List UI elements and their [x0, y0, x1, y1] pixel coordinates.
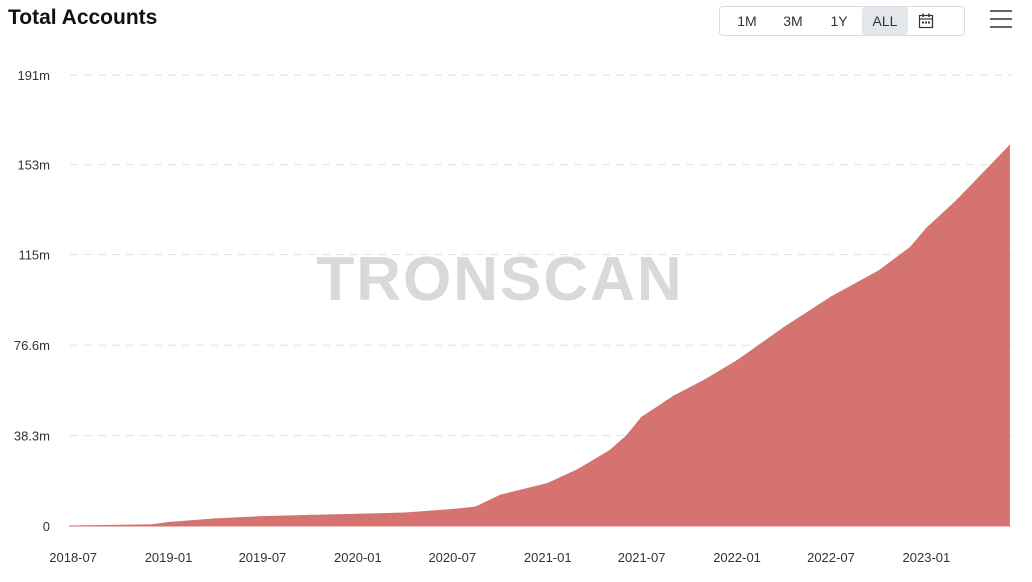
y-tick-label: 153m [17, 158, 50, 173]
y-tick-label: 76.6m [14, 338, 50, 353]
x-tick-label: 2020-07 [428, 550, 476, 565]
data-point [474, 506, 477, 508]
data-point [609, 449, 611, 452]
x-tick-label: 2019-07 [239, 550, 287, 565]
y-tick-label: 38.3m [14, 429, 50, 444]
page-title: Total Accounts [8, 6, 158, 29]
data-point [736, 359, 738, 362]
y-tick-label: 0 [43, 519, 50, 534]
hamburger-menu-icon[interactable] [990, 10, 1012, 30]
range-all-button[interactable]: ALL [862, 7, 908, 35]
data-point [830, 296, 832, 298]
x-tick-label: 2023-01 [903, 550, 951, 565]
range-3m-button[interactable]: 3M [783, 13, 803, 29]
data-point [640, 416, 643, 419]
data-point [783, 326, 785, 329]
data-point [956, 199, 958, 201]
x-tick-label: 2022-01 [713, 550, 761, 565]
data-point [309, 514, 312, 517]
time-range-selector: 1M 3M 1Y ALL [719, 6, 965, 36]
range-1y-button[interactable]: 1Y [830, 13, 848, 29]
x-tick-label: 2019-01 [145, 550, 193, 565]
data-point [69, 525, 71, 527]
calendar-icon [918, 13, 934, 29]
data-point [167, 521, 170, 524]
data-point [546, 482, 549, 485]
data-point [704, 378, 707, 381]
x-tick-label: 2018-07 [49, 550, 97, 565]
data-point [451, 508, 454, 511]
data-point [261, 515, 264, 518]
data-point [909, 246, 912, 249]
range-1m-button[interactable]: 1M [737, 13, 757, 29]
area-series [69, 144, 1010, 527]
data-point [214, 518, 216, 520]
data-point [357, 513, 359, 515]
watermark: TRONSCAN [316, 245, 683, 314]
data-point [673, 395, 675, 397]
x-tick-label: 2020-01 [334, 550, 382, 565]
y-tick-label: 115m [18, 247, 50, 262]
data-point [925, 227, 928, 230]
x-tick-label: 2021-01 [524, 550, 572, 565]
x-tick-label: 2022-07 [807, 550, 855, 565]
data-point [404, 512, 406, 514]
calendar-button[interactable] [908, 7, 944, 35]
x-tick-label: 2021-07 [618, 550, 666, 565]
data-point [1008, 145, 1011, 147]
data-point [577, 468, 580, 471]
data-point [151, 524, 154, 526]
data-point [625, 435, 627, 438]
data-point [499, 494, 501, 497]
y-tick-label: 191m [17, 68, 50, 83]
data-point [877, 270, 880, 272]
